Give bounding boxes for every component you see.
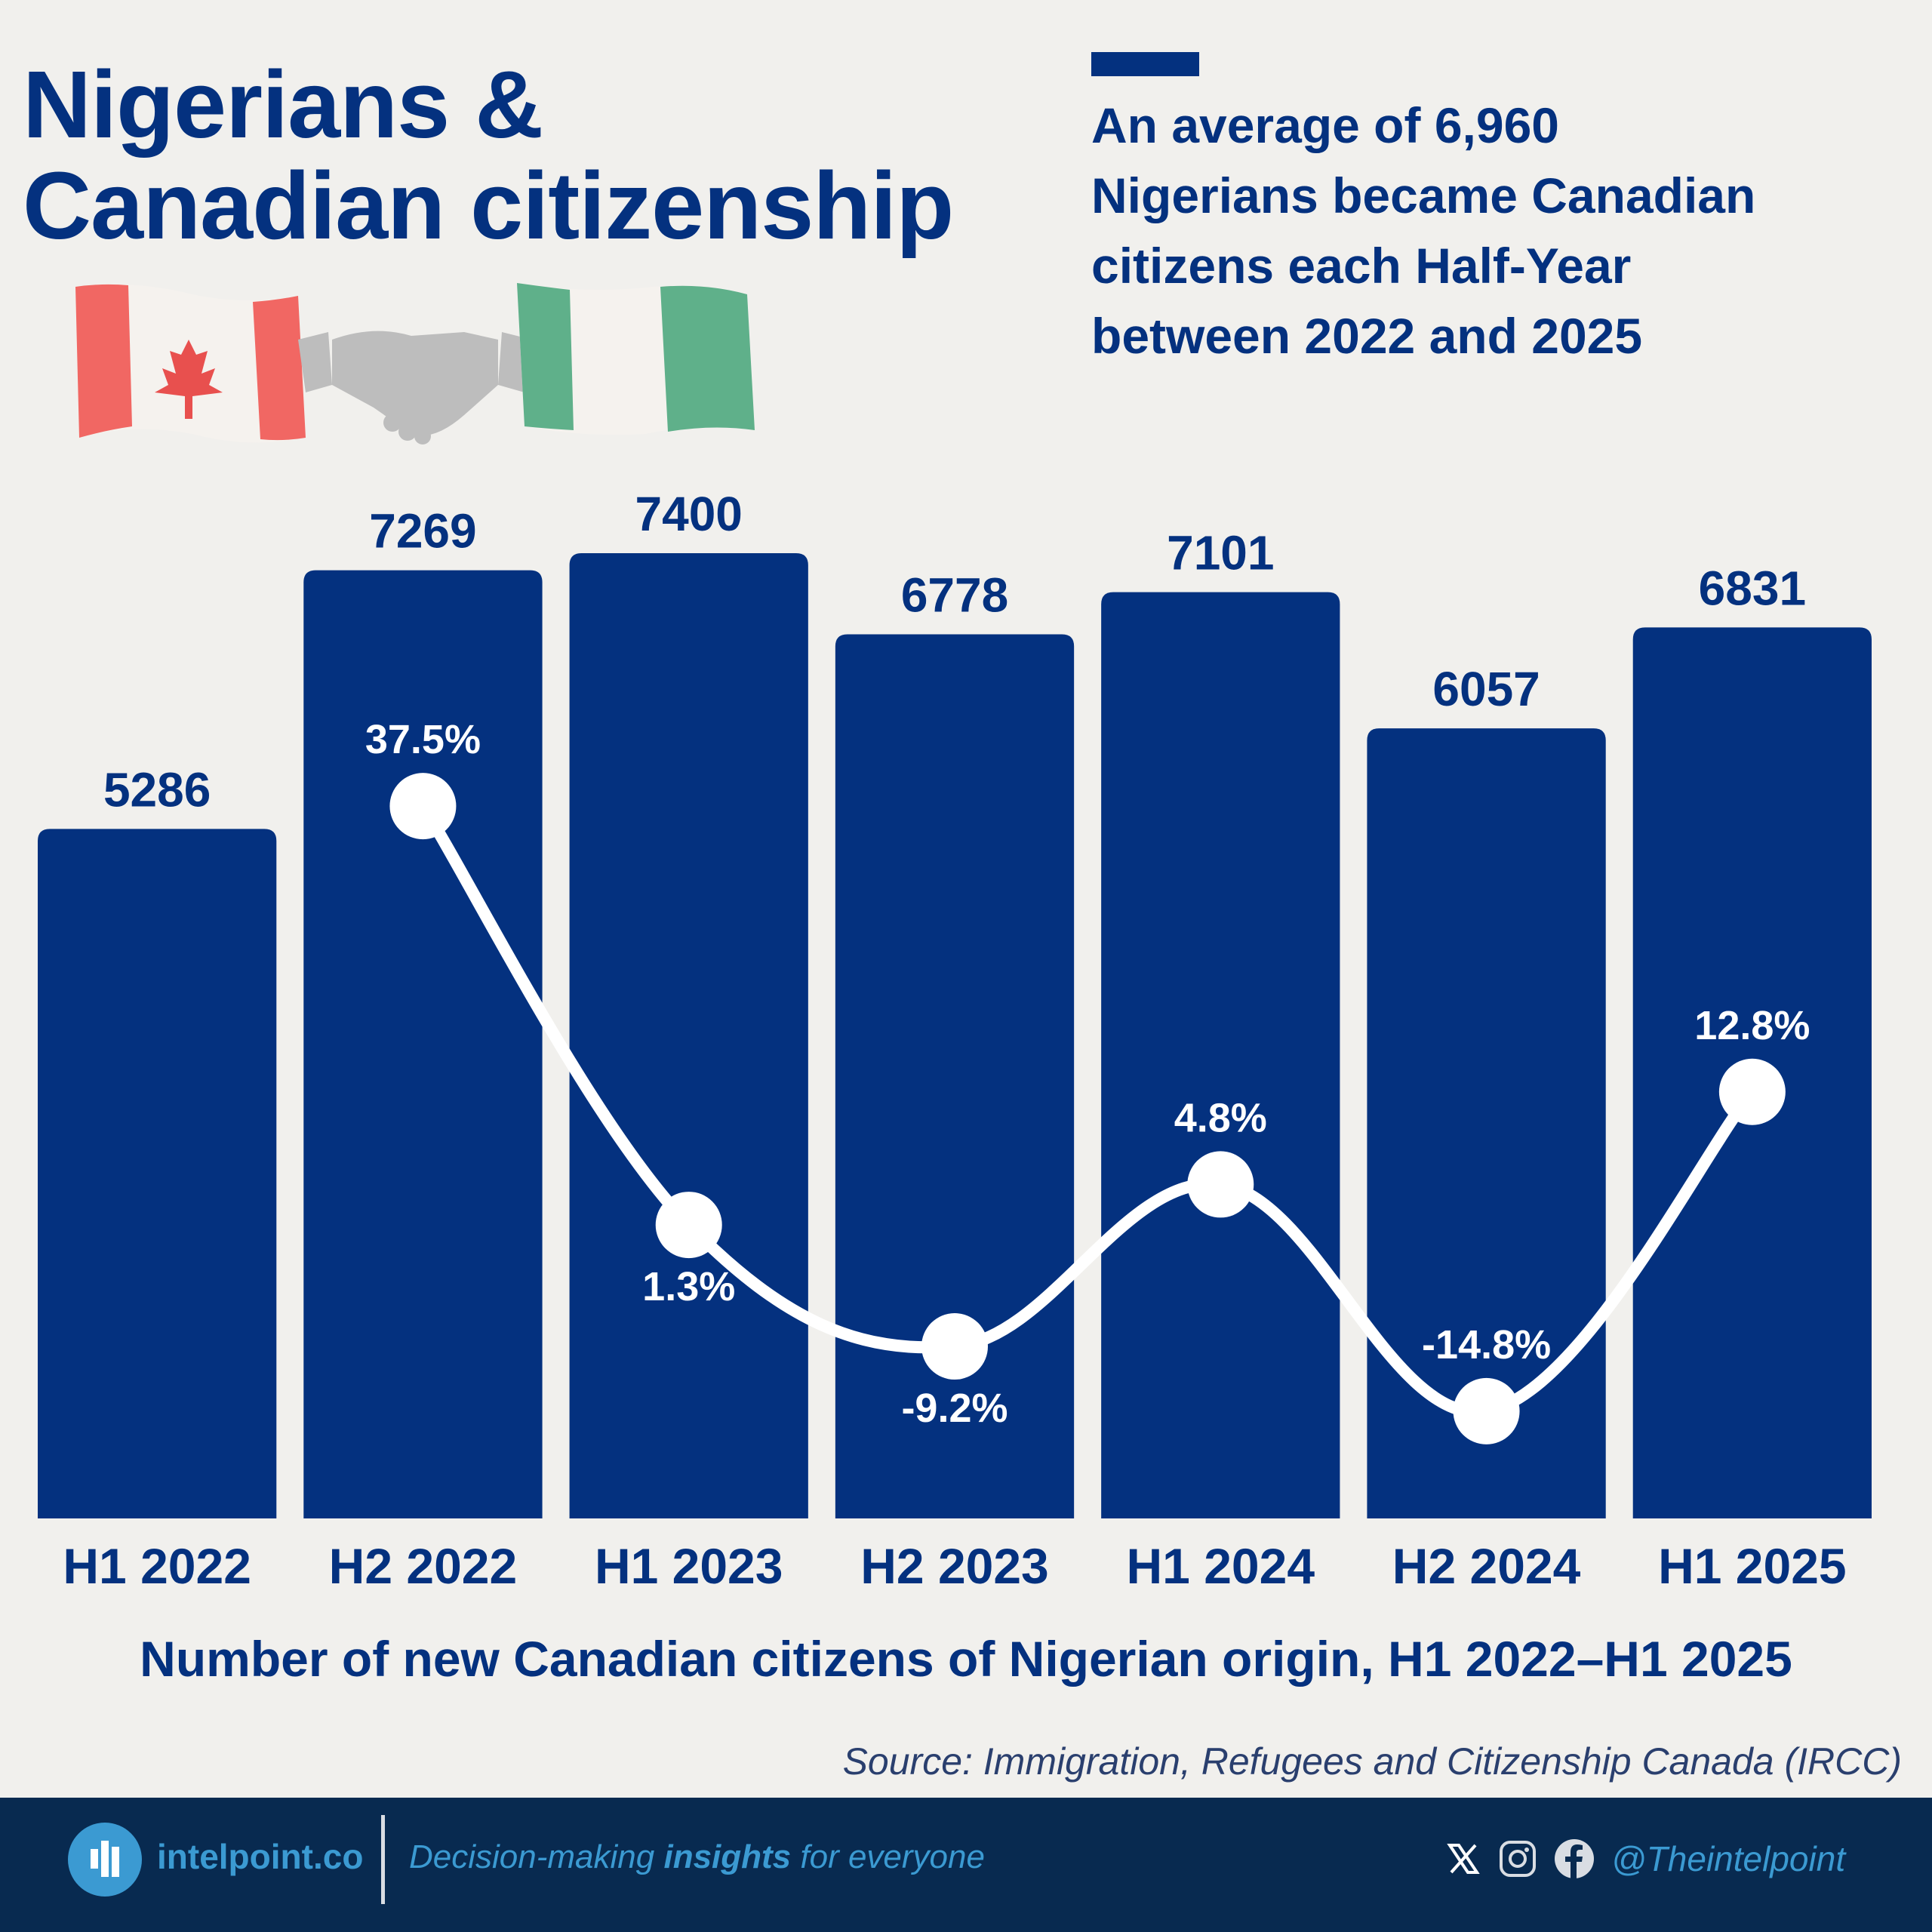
bar: [835, 634, 1075, 1518]
intelpoint-logo-icon: [68, 1823, 142, 1897]
nigeria-flag-icon: [517, 283, 755, 435]
chart-title: Number of new Canadian citizens of Niger…: [140, 1631, 1792, 1687]
chart-area: 5286 7269 7400 6778 7101 6057 6831 37.5% 1.3% -9…: [38, 487, 1872, 1594]
flags-illustration: [75, 283, 755, 445]
growth-points-group: [389, 773, 1786, 1444]
x-tick-label: H1 2024: [1127, 1538, 1315, 1594]
summary-line-2: Nigerians became Canadian: [1091, 168, 1756, 223]
tagline-post: for everyone: [791, 1838, 985, 1875]
growth-label: 4.8%: [1174, 1095, 1267, 1140]
summary-line-1: An average of 6,960: [1091, 97, 1559, 153]
title-line-1: Nigerians &: [23, 51, 543, 158]
bar-value-label: 6057: [1432, 662, 1540, 716]
x-tick-label: H1 2025: [1658, 1538, 1847, 1594]
tagline-pre: Decision-making: [409, 1838, 664, 1875]
tagline: Decision-making insights for everyone: [409, 1838, 985, 1876]
bar-value-label: 7269: [369, 504, 476, 558]
growth-point: [655, 1192, 722, 1259]
bar: [569, 553, 808, 1518]
page-title: Nigerians & Canadian citizenship: [23, 51, 954, 259]
instagram-icon[interactable]: [1498, 1839, 1537, 1878]
x-tick-label: H1 2023: [595, 1538, 783, 1594]
bar-value-label: 5286: [103, 762, 211, 817]
x-tick-label: H2 2022: [329, 1538, 518, 1594]
summary-line-4: between 2022 and 2025: [1091, 308, 1643, 364]
summary-text: An average of 6,960 Nigerians became Can…: [1091, 91, 1906, 371]
x-tick-label: H1 2022: [63, 1538, 251, 1594]
footer: [0, 1798, 1932, 1932]
growth-point: [1453, 1377, 1520, 1444]
canada-flag-icon: [75, 284, 306, 443]
bar: [1101, 592, 1340, 1519]
bar: [38, 829, 277, 1518]
bar-value-label: 6831: [1699, 561, 1806, 615]
social-handle[interactable]: @Theintelpoint: [1611, 1839, 1846, 1878]
x-icon[interactable]: [1445, 1841, 1481, 1877]
growth-label: 1.3%: [642, 1264, 735, 1309]
accent-bar: [1091, 52, 1199, 76]
growth-line: [417, 800, 1758, 1418]
growth-labels-group: 37.5% 1.3% -9.2% 4.8% -14.8% 12.8%: [365, 717, 1810, 1431]
growth-point: [1718, 1058, 1786, 1125]
x-axis-tick-labels: H1 2022 H2 2022 H1 2023 H2 2023 H1 2024 H2 20…: [63, 1538, 1846, 1594]
growth-point: [389, 773, 457, 840]
summary-line-3: citizens each Half-Year: [1091, 238, 1632, 294]
growth-label: 12.8%: [1694, 1003, 1810, 1048]
bar-value-label: 7400: [635, 487, 743, 541]
x-tick-label: H2 2024: [1392, 1538, 1581, 1594]
bar-value-label: 6778: [901, 568, 1008, 623]
growth-label: -14.8%: [1422, 1322, 1551, 1367]
source-note: Source: Immigration, Refugees and Citize…: [842, 1740, 1902, 1783]
bar-value-label: 7101: [1167, 526, 1274, 580]
handshake-icon: [298, 331, 532, 445]
x-tick-label: H2 2023: [860, 1538, 1049, 1594]
bar: [303, 570, 543, 1518]
bar-value-labels: 5286 7269 7400 6778 7101 6057 6831: [103, 487, 1806, 817]
bar: [1367, 728, 1606, 1518]
social-links: @Theintelpoint: [1445, 1836, 1845, 1881]
growth-label: -9.2%: [901, 1386, 1008, 1431]
tagline-bold: insights: [663, 1838, 792, 1875]
title-line-2: Canadian citizenship: [23, 152, 954, 259]
growth-point: [921, 1313, 988, 1380]
footer-divider: [381, 1815, 385, 1904]
growth-point: [1187, 1151, 1254, 1218]
growth-label: 37.5%: [365, 717, 481, 762]
facebook-icon[interactable]: [1554, 1838, 1595, 1879]
brand-name[interactable]: intelpoint.co: [157, 1837, 364, 1876]
